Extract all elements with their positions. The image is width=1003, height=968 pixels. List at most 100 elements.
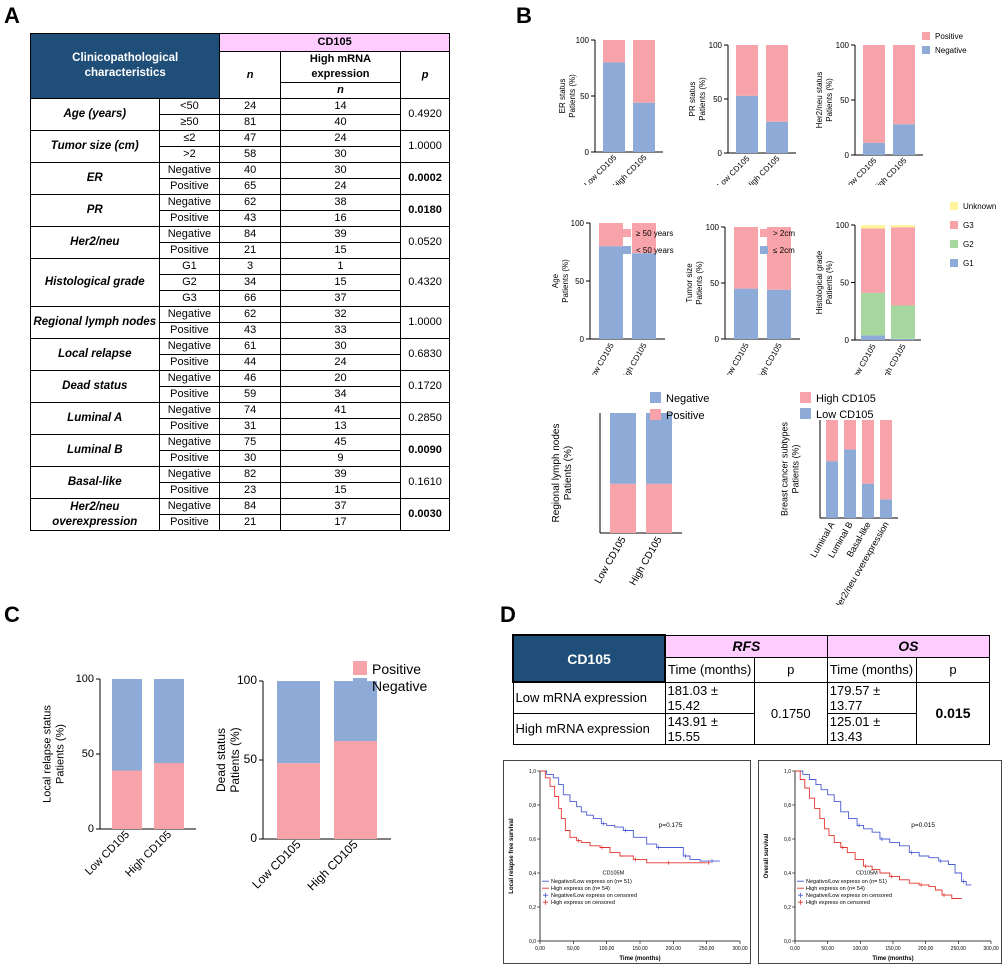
clinicopathological-table: Clinicopathological characteristics CD105… [29,33,450,531]
characteristic-category: Positive [158,482,221,499]
p-value: 1.0000 [400,130,450,163]
legend-label: Positive [372,661,421,677]
local-relapse-chart: 0 50 100 Local relapse status Patients (%)Lo… [42,673,196,879]
bar-g2 [891,305,915,339]
p-value: 0.0030 [400,498,450,531]
survival-row-label: Low mRNA expression [512,681,666,714]
characteristic-category: Positive [158,418,221,435]
characteristic-category: Positive [158,354,221,371]
high-expression-value: 37 [279,498,402,515]
x-tick-label: High CD105 [628,535,665,588]
characteristic-name: Luminal B [30,434,160,467]
x-tick-label: 50,00 [567,946,580,952]
y-axis-label-line: Local relapse status [42,705,54,803]
km-os-chart: 0,0 0,2 0,4 0,6 0,8 1,0 0,00 50,00 100,00 150,00 2… [764,769,999,962]
bar-positive [610,483,636,533]
characteristic-name: Luminal A [30,402,160,435]
table-row: Positive 30 9 [31,450,450,467]
y-tick-label: 100 [76,673,94,685]
bar-positive [646,483,672,533]
bar-negative [154,679,184,763]
bar-g3 [891,227,915,306]
high-expression-value: 34 [279,386,402,403]
characteristic-category: ≥50 [158,114,221,131]
bar-unknown [891,225,915,228]
x-axis-label: Time (months) [872,956,913,962]
censor-mark [601,821,606,826]
bar-positive [334,741,377,839]
table-row: G3 66 37 [31,290,450,307]
bar-low-cd105 [826,461,838,518]
table-row: Positive 23 15 [31,482,450,499]
age-chart: 0 50 100 Age Patients (%) Low CD105 High CD105… [551,219,674,375]
n-value: 43 [219,210,281,227]
bar-positive [112,770,142,829]
y-axis-label-line: Dead status [214,728,228,792]
characteristic-category: Negative [158,226,221,243]
x-tick-label: 100,00 [599,946,615,952]
characteristic-category: >2 [158,146,221,163]
table-header-high-n: n [279,82,402,99]
y-tick-label: 100 [576,36,590,45]
panel-label-d: D [500,602,516,627]
p-value: 0.6830 [400,338,450,371]
y-tick-label: 100 [237,673,257,687]
n-value: 65 [219,178,281,195]
x-tick-label: High CD105 [619,341,649,375]
legend-swatch [950,259,958,267]
x-tick-label: 150,00 [632,946,648,952]
bar-low-cd105 [862,483,874,518]
bar-high-cd105 [826,420,838,462]
characteristic-category: Negative [158,466,221,483]
characteristic-category: Negative [158,338,221,355]
x-tick-label: 300,00 [732,946,748,952]
high-expression-value: 37 [279,290,402,307]
y-tick-label: 100 [571,219,585,228]
p-value-annotation: p=0.015 [911,822,935,829]
table-row: Tumor size (cm) ≤2 47 24 1.0000 [30,130,450,163]
censor-mark [576,838,581,843]
y-axis-label-line: Patients (%) [561,259,570,303]
legend-label: Negative/Low express on censored [551,893,637,899]
y-axis-label-line: Patients (%) [55,724,67,784]
rfs-time-header: Time (months) [664,656,755,683]
bar-g2 [861,292,885,336]
p-value: 0.0180 [400,194,450,227]
censor-mark [656,845,661,850]
bar--2cm [734,288,758,339]
censor-mark [879,837,884,841]
n-value: 23 [219,482,281,499]
bar--2cm [767,227,791,290]
bar-g3 [861,228,885,293]
x-tick-label: Low CD105 [715,154,751,185]
high-expression-value: 14 [279,98,402,115]
y-axis-label-line: Her2/neu status [815,72,824,128]
censor-mark [706,860,711,865]
table-row: Dead status Negative 46 20 0.1720 [30,370,450,403]
legend-label: Positive [935,32,964,41]
legend-swatch [800,408,811,419]
censor-mark [919,882,924,887]
y-axis-label-line: Patients (%) [228,727,242,792]
y-tick-label: 100 [836,221,850,230]
high-expression-value: 13 [279,418,402,435]
y-axis-label-line: Patients (%) [563,446,574,500]
y-axis-label-line: ER status [558,79,567,114]
censor-mark [840,845,845,850]
n-value: 44 [219,354,281,371]
y-tick-label: 50 [82,748,94,760]
censor-mark [666,860,671,865]
x-tick-label: 50,00 [821,946,834,952]
characteristic-category: Negative [158,162,221,179]
y-axis-label-line: Patients (%) [825,260,834,304]
n-value: 66 [219,290,281,307]
x-tick-label: 300,00 [983,946,999,952]
n-value: 59 [219,386,281,403]
km-rfs-frame: 0,0 0,2 0,4 0,6 0,8 1,0 0,00 50,00 100,00 150,00 2… [503,760,751,964]
x-tick-label: High CD105 [878,342,908,375]
os-time-header: Time (months) [826,656,918,683]
high-expression-value: 39 [279,226,402,243]
table-row: Luminal A Negative 74 41 0.2850 [30,402,450,435]
table-row: Regional lymph nodes Negative 62 32 1.0000 [30,306,450,339]
characteristic-category: Negative [158,402,221,419]
